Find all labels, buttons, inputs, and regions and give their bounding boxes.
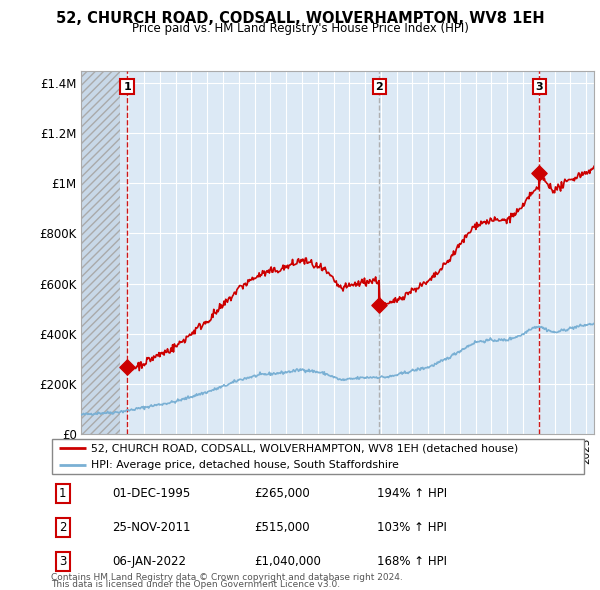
Text: £515,000: £515,000 [254, 521, 310, 534]
Text: 103% ↑ HPI: 103% ↑ HPI [377, 521, 446, 534]
Text: 06-JAN-2022: 06-JAN-2022 [112, 555, 187, 568]
Text: 01-DEC-1995: 01-DEC-1995 [112, 487, 191, 500]
Text: 25-NOV-2011: 25-NOV-2011 [112, 521, 191, 534]
Text: 194% ↑ HPI: 194% ↑ HPI [377, 487, 447, 500]
Bar [81, 71, 121, 434]
Text: 52, CHURCH ROAD, CODSALL, WOLVERHAMPTON, WV8 1EH: 52, CHURCH ROAD, CODSALL, WOLVERHAMPTON,… [56, 11, 544, 25]
Text: 168% ↑ HPI: 168% ↑ HPI [377, 555, 447, 568]
Text: 2: 2 [376, 81, 383, 91]
FancyBboxPatch shape [52, 439, 584, 474]
Text: 52, CHURCH ROAD, CODSALL, WOLVERHAMPTON, WV8 1EH (detached house): 52, CHURCH ROAD, CODSALL, WOLVERHAMPTON,… [91, 443, 518, 453]
Text: 2: 2 [59, 521, 67, 534]
Point [535, 169, 544, 178]
Text: £1,040,000: £1,040,000 [254, 555, 321, 568]
Point [374, 300, 384, 310]
Text: HPI: Average price, detached house, South Staffordshire: HPI: Average price, detached house, Sout… [91, 460, 399, 470]
Text: Price paid vs. HM Land Registry's House Price Index (HPI): Price paid vs. HM Land Registry's House … [131, 22, 469, 35]
Text: 3: 3 [59, 555, 67, 568]
Text: 1: 1 [123, 81, 131, 91]
Text: 1: 1 [59, 487, 67, 500]
Point [122, 363, 132, 372]
Text: £265,000: £265,000 [254, 487, 310, 500]
Text: 3: 3 [535, 81, 543, 91]
Text: This data is licensed under the Open Government Licence v3.0.: This data is licensed under the Open Gov… [51, 581, 340, 589]
Text: Contains HM Land Registry data © Crown copyright and database right 2024.: Contains HM Land Registry data © Crown c… [51, 573, 403, 582]
